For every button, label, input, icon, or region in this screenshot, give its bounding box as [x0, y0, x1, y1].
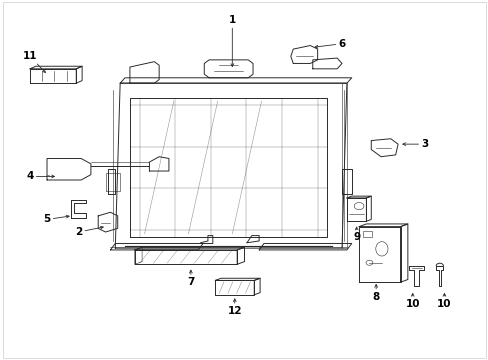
- Text: 8: 8: [372, 284, 379, 302]
- Text: 3: 3: [402, 139, 427, 149]
- Text: 5: 5: [43, 215, 69, 224]
- Text: 9: 9: [352, 227, 360, 242]
- Text: 2: 2: [75, 226, 103, 237]
- Text: 12: 12: [227, 299, 242, 316]
- Text: 7: 7: [187, 270, 194, 287]
- Text: 6: 6: [314, 39, 345, 49]
- Bar: [362, 231, 371, 237]
- Text: 10: 10: [436, 293, 451, 309]
- Text: 1: 1: [228, 15, 235, 67]
- Text: 4: 4: [26, 171, 54, 181]
- Text: 10: 10: [405, 293, 419, 309]
- Text: 11: 11: [22, 51, 45, 72]
